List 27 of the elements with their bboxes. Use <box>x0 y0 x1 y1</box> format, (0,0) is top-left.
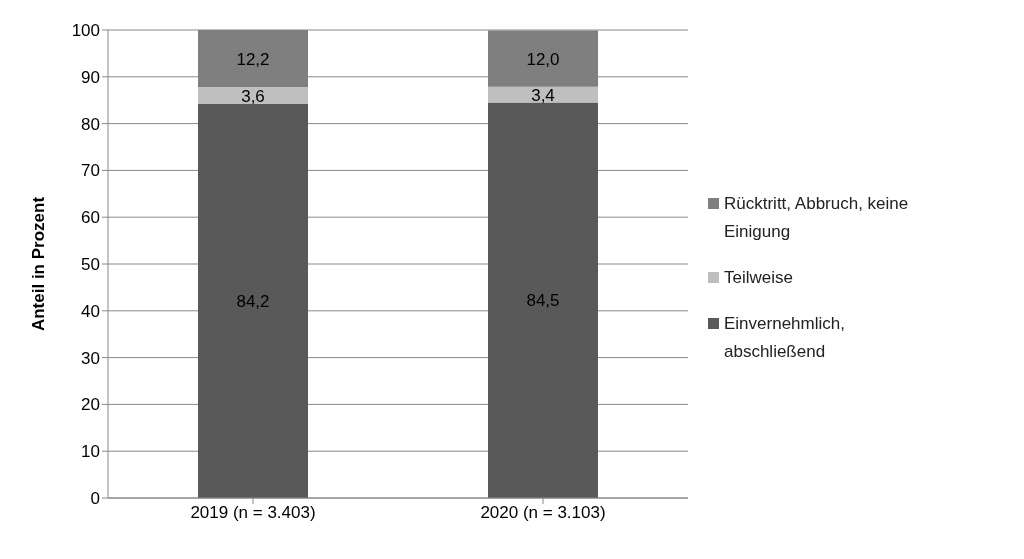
data-label: 3,6 <box>241 86 265 106</box>
legend-label: Teilweise <box>724 267 793 289</box>
bar <box>488 102 598 498</box>
legend-label: Einvernehmlich, abschließend <box>724 313 846 363</box>
data-label: 84,5 <box>526 291 560 311</box>
y-tick-label: 90 <box>81 67 100 87</box>
data-label: 12,0 <box>526 49 560 69</box>
x-tick-label: 2019 (n = 3.403) <box>190 503 316 523</box>
y-tick-label: 100 <box>71 21 100 41</box>
y-tick-label: 10 <box>81 442 100 462</box>
data-label: 84,2 <box>236 292 270 312</box>
legend-label: Rücktritt, Abbruch, keine Einigung <box>724 193 910 243</box>
bar <box>198 103 308 498</box>
y-tick-label: 80 <box>81 114 100 134</box>
y-tick-label: 40 <box>81 301 100 321</box>
bar <box>198 87 308 104</box>
x-tick-label: 2020 (n = 3.103) <box>480 503 606 523</box>
y-tick-label: 60 <box>81 208 100 228</box>
data-label: 12,2 <box>236 49 270 69</box>
data-label: 3,4 <box>531 85 555 105</box>
y-axis-title: Anteil in Prozent <box>29 196 49 332</box>
y-tick-label: 50 <box>81 255 100 275</box>
y-tick-label: 0 <box>90 489 100 509</box>
y-tick-label: 20 <box>81 395 100 415</box>
y-tick-label: 30 <box>81 348 100 368</box>
y-tick-label: 70 <box>81 161 100 181</box>
bar <box>488 86 598 103</box>
